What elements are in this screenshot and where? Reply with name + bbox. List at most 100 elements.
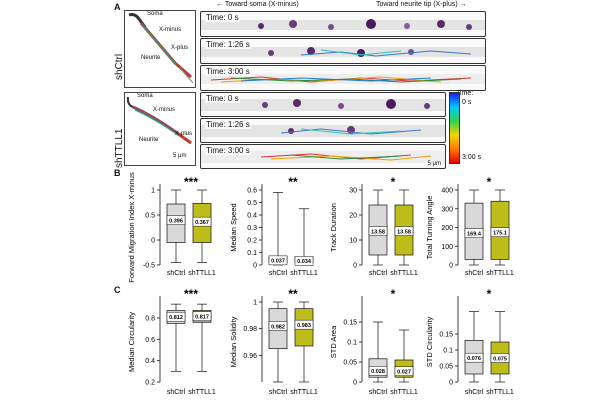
thumb2-soma-label: Soma (137, 93, 153, 99)
significance-stars: ** (288, 175, 298, 189)
time-label: Time: 0 s (205, 94, 240, 103)
box-shctrl: 0.982 shCtrl (268, 301, 288, 396)
thumb-xplus-label: X-plus (171, 45, 189, 51)
y-axis-label: Total Turning Angle (425, 196, 434, 260)
y-tick-label: 0.6 (145, 337, 155, 344)
strip-shttll1-t1: Time: 1:26 s (200, 118, 446, 143)
thumbnail-shttll1: Soma X-minus Neurite X-plus 5 μm (124, 92, 196, 166)
legend-top-label: 0 s (462, 99, 472, 106)
y-axis-label: Forward Migration Index X-minus (127, 172, 136, 283)
y-tick-label: 0.98 (243, 326, 257, 333)
box-shctrl: 0.812 shCtrl (166, 303, 186, 396)
box-shttll1: 0.034 shTTLL1 (290, 208, 318, 277)
neurite-trace-shctrl (128, 13, 194, 84)
median-label-bg (368, 226, 388, 236)
median-label-bg (166, 311, 186, 322)
median-value-label: 0.075 (493, 356, 507, 362)
significance-stars: *** (184, 175, 198, 189)
significance-stars: * (487, 287, 492, 301)
y-tick-label: 0.8 (145, 316, 155, 323)
y-tick-label: 0.5 (247, 200, 257, 207)
tracks-image (201, 47, 485, 57)
thumb-soma-label: Soma (147, 11, 163, 17)
median-value-label: 0.034 (297, 259, 312, 265)
median-label-bg (192, 216, 212, 227)
y-tick-label: 0 (449, 263, 453, 270)
box-plot-1: -0.5 0 0.5 1 Forward Migration Index X-minus… (127, 172, 216, 283)
box-shctrl: 0.037 shCtrl (268, 192, 288, 277)
tracks-image (201, 125, 445, 137)
y-axis-label: Median Solidity (229, 316, 238, 367)
y-tick-label: 100 (441, 244, 453, 251)
median-label-bg (490, 227, 510, 237)
box-plot-7: 0 0.05 0.1 0.15 STD Area * 0.028 shCtrl 0.027 shT… (329, 287, 418, 396)
y-tick-label: 0.96 (243, 353, 257, 360)
y-tick-label: 0 (449, 380, 453, 387)
time-label: Time: 1:26 s (205, 40, 251, 49)
x-category-label: shCtrl (269, 270, 288, 277)
legend-title: Time: (456, 90, 474, 97)
median-label-bg (394, 366, 414, 376)
tracks-image (201, 74, 485, 84)
y-tick-label: 0.05 (343, 360, 357, 367)
x-category-label: shCtrl (369, 270, 388, 277)
x-category-label: shTTLL1 (188, 270, 216, 277)
x-category-label: shTTLL1 (390, 389, 418, 396)
y-tick-label: 0 (353, 380, 357, 387)
strip-shttll1-t2: Time: 3:00 s 5 μm (200, 144, 446, 169)
median-value-label: 0.983 (297, 323, 311, 329)
strip-shttll1-t0: Time: 0 s (200, 92, 446, 117)
puncta-image (201, 99, 445, 111)
median-value-label: 0.982 (271, 324, 285, 330)
y-tick-label: 400 (441, 188, 453, 195)
median-label-bg (294, 256, 314, 266)
y-tick-label: 20 (349, 213, 357, 220)
y-tick-label: 0.2 (247, 238, 257, 245)
x-category-label: shCtrl (465, 270, 484, 277)
legend-bottom-label: 3:00 s (462, 154, 482, 161)
y-tick-label: 0.15 (343, 320, 357, 327)
strip-shctrl-t2: Time: 3:00 s (200, 65, 486, 91)
x-category-label: shCtrl (167, 389, 186, 396)
x-category-label: shCtrl (369, 389, 388, 396)
box-plot-4: 0 100 200 300 400 Total Turning Angle * 169.4 sh… (425, 175, 514, 277)
y-tick-label: 0 (253, 263, 257, 270)
median-value-label: 0.076 (467, 356, 481, 362)
x-category-label: shCtrl (269, 389, 288, 396)
median-value-label: 0.367 (195, 220, 209, 226)
x-category-label: shCtrl (167, 270, 186, 277)
median-label-bg (268, 321, 288, 331)
y-tick-label: 1 (253, 300, 257, 307)
box-shctrl: 0.028 shCtrl (368, 321, 388, 396)
scale-bar-label: 5 μm (427, 161, 441, 167)
time-colorbar (449, 92, 460, 164)
y-axis-label: Track Duration (329, 203, 338, 252)
median-label-bg (394, 226, 414, 236)
median-value-label: 0.028 (371, 369, 385, 375)
significance-stars: * (391, 287, 396, 301)
box-shttll1: 0.027 shTTLL1 (390, 329, 418, 396)
y-tick-label: 0.1 (247, 250, 257, 257)
box-shttll1: 13.58 shTTLL1 (390, 189, 418, 277)
significance-stars: *** (184, 287, 198, 301)
y-tick-label: -0.5 (143, 263, 155, 270)
y-axis-label: STD Area (329, 325, 338, 358)
header-left-text: Toward soma (X-minus) (224, 1, 299, 8)
box-shttll1: 0.075 shTTLL1 (486, 311, 514, 396)
significance-stars: * (487, 175, 492, 189)
arrow-right-icon: → (459, 1, 467, 8)
time-label: Time: 3:00 s (205, 146, 251, 155)
box-shttll1: 175.1 shTTLL1 (486, 189, 514, 277)
y-tick-label: 0.4 (145, 358, 155, 365)
box-shttll1: 0.983 shTTLL1 (290, 301, 318, 396)
strip-shctrl-t1: Time: 1:26 s (200, 38, 486, 64)
x-category-label: shTTLL1 (290, 270, 318, 277)
y-tick-label: 0.4 (247, 213, 257, 220)
median-value-label: 0.812 (169, 315, 183, 321)
median-label-bg (464, 228, 484, 238)
box-shttll1: 0.367 shTTLL1 (188, 189, 216, 277)
y-tick-label: 0.05 (439, 364, 453, 371)
significance-stars: ** (288, 287, 298, 301)
